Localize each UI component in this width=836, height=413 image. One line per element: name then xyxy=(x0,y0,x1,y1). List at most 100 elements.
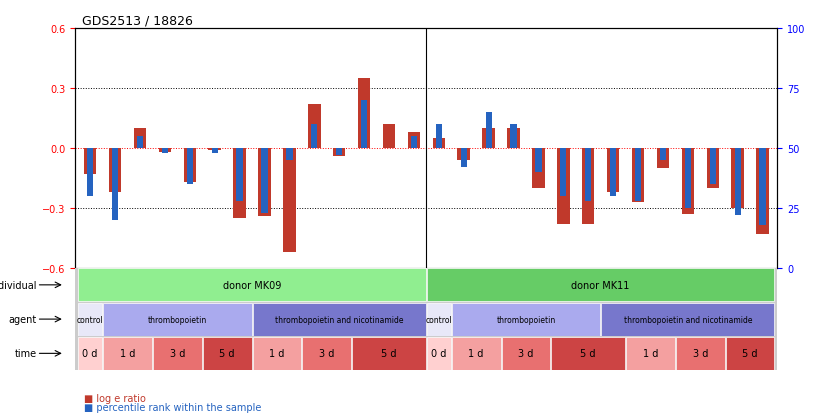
Text: 0 d: 0 d xyxy=(431,349,446,358)
FancyBboxPatch shape xyxy=(427,269,774,301)
Text: 1 d: 1 d xyxy=(120,349,135,358)
Bar xyxy=(560,149,567,196)
Bar xyxy=(308,104,320,149)
FancyBboxPatch shape xyxy=(427,303,451,336)
Bar xyxy=(184,149,196,183)
Bar xyxy=(607,149,619,192)
Text: thrombopoietin and nicotinamide: thrombopoietin and nicotinamide xyxy=(275,315,404,324)
Bar xyxy=(735,149,741,216)
FancyBboxPatch shape xyxy=(79,269,426,301)
Bar xyxy=(681,149,694,214)
Bar xyxy=(757,149,769,234)
Bar xyxy=(408,133,421,149)
Text: control: control xyxy=(426,315,452,324)
Bar xyxy=(436,125,442,149)
Bar xyxy=(582,149,594,224)
Text: thrombopoietin: thrombopoietin xyxy=(148,315,207,324)
Bar xyxy=(383,125,395,149)
Text: 1 d: 1 d xyxy=(269,349,284,358)
Bar xyxy=(706,149,719,188)
Bar xyxy=(262,149,268,213)
Bar xyxy=(486,113,492,149)
Bar xyxy=(710,149,716,184)
Bar xyxy=(358,79,370,149)
Bar xyxy=(432,138,445,149)
Text: 3 d: 3 d xyxy=(319,349,334,358)
Text: donor MK09: donor MK09 xyxy=(223,280,281,290)
Bar xyxy=(336,149,342,156)
Bar xyxy=(535,149,542,172)
Bar xyxy=(233,149,246,218)
FancyBboxPatch shape xyxy=(203,337,252,370)
Bar xyxy=(457,149,470,160)
Text: time: time xyxy=(14,349,37,358)
Text: 5 d: 5 d xyxy=(381,349,397,358)
Bar xyxy=(632,149,645,202)
Text: control: control xyxy=(77,315,104,324)
FancyBboxPatch shape xyxy=(601,303,774,336)
FancyBboxPatch shape xyxy=(427,337,451,370)
FancyBboxPatch shape xyxy=(103,337,152,370)
Text: 5 d: 5 d xyxy=(219,349,235,358)
Bar xyxy=(635,149,641,201)
Text: 3 d: 3 d xyxy=(518,349,533,358)
Text: 3 d: 3 d xyxy=(692,349,708,358)
Text: ■ percentile rank within the sample: ■ percentile rank within the sample xyxy=(84,402,261,412)
FancyBboxPatch shape xyxy=(552,337,625,370)
Text: 5 d: 5 d xyxy=(742,349,758,358)
FancyBboxPatch shape xyxy=(626,337,675,370)
Text: 3 d: 3 d xyxy=(170,349,185,358)
Bar xyxy=(759,149,766,225)
Bar xyxy=(657,149,669,169)
Bar xyxy=(482,128,495,149)
FancyBboxPatch shape xyxy=(303,337,351,370)
FancyBboxPatch shape xyxy=(451,337,501,370)
FancyBboxPatch shape xyxy=(79,303,102,336)
Bar xyxy=(112,149,118,220)
Bar xyxy=(212,149,218,153)
Bar xyxy=(84,149,96,174)
Bar xyxy=(660,149,666,160)
Bar xyxy=(162,149,168,153)
Bar xyxy=(134,128,146,149)
Bar xyxy=(286,149,293,160)
Bar xyxy=(333,149,345,157)
FancyBboxPatch shape xyxy=(502,337,550,370)
Bar xyxy=(186,149,193,184)
Text: 0 d: 0 d xyxy=(83,349,98,358)
Text: 1 d: 1 d xyxy=(643,349,658,358)
Bar xyxy=(137,137,143,149)
Bar xyxy=(361,101,367,149)
Bar xyxy=(87,149,94,196)
Bar xyxy=(311,125,318,149)
FancyBboxPatch shape xyxy=(153,337,201,370)
Text: thrombopoietin and nicotinamide: thrombopoietin and nicotinamide xyxy=(624,315,752,324)
Bar xyxy=(557,149,569,224)
FancyBboxPatch shape xyxy=(103,303,252,336)
Bar xyxy=(461,149,466,168)
Bar xyxy=(685,149,691,208)
Text: 5 d: 5 d xyxy=(580,349,596,358)
Text: 1 d: 1 d xyxy=(468,349,484,358)
Text: agent: agent xyxy=(8,314,37,324)
Bar xyxy=(258,149,271,216)
Bar xyxy=(533,149,544,188)
FancyBboxPatch shape xyxy=(675,337,725,370)
Bar xyxy=(159,149,171,152)
Text: thrombopoietin: thrombopoietin xyxy=(497,315,556,324)
Bar xyxy=(208,149,221,150)
Text: ■ log e ratio: ■ log e ratio xyxy=(84,393,145,403)
FancyBboxPatch shape xyxy=(352,337,426,370)
FancyBboxPatch shape xyxy=(451,303,600,336)
Bar xyxy=(109,149,121,192)
Bar xyxy=(283,149,296,252)
FancyBboxPatch shape xyxy=(726,337,774,370)
Bar xyxy=(732,149,744,208)
Text: individual: individual xyxy=(0,280,37,290)
Bar xyxy=(410,137,417,149)
Bar xyxy=(237,149,242,201)
Text: donor MK11: donor MK11 xyxy=(572,280,630,290)
Bar xyxy=(610,149,616,196)
FancyBboxPatch shape xyxy=(79,337,102,370)
FancyBboxPatch shape xyxy=(252,337,301,370)
